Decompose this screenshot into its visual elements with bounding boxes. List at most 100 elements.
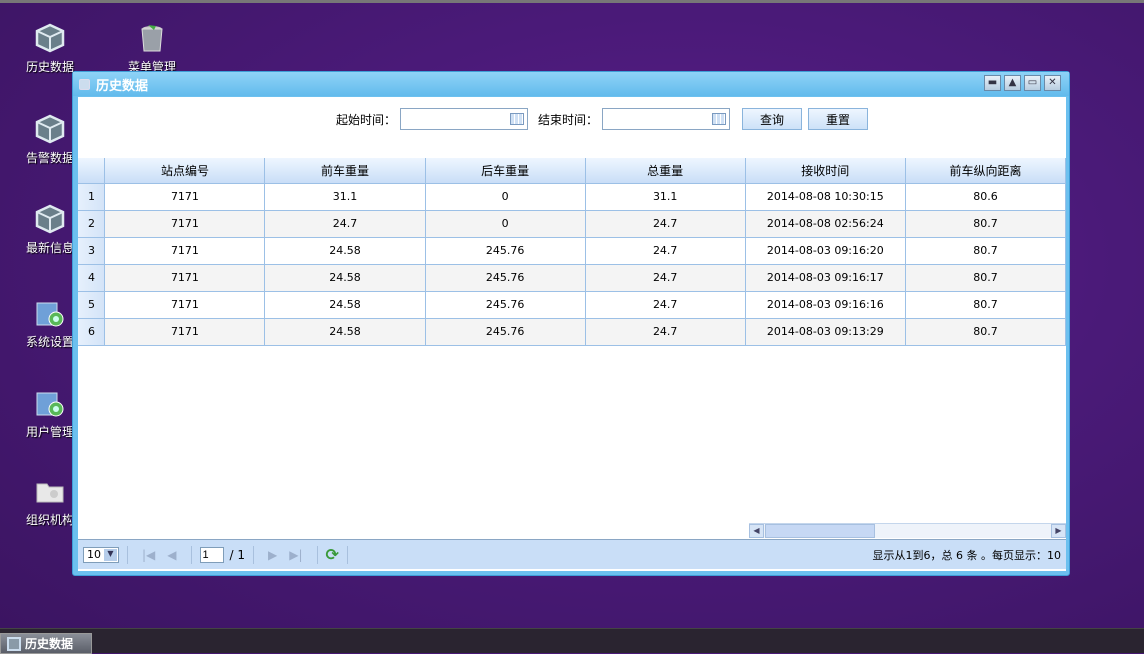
collapse-button[interactable]: ▲ bbox=[1004, 75, 1021, 91]
first-page-icon[interactable]: |◀ bbox=[142, 547, 156, 562]
scrollbar-thumb[interactable] bbox=[765, 524, 875, 538]
table-cell: 2014-08-03 09:13:29 bbox=[745, 318, 906, 346]
desktop-icon[interactable]: 告警数据 bbox=[10, 113, 90, 166]
table-cell: 24.7 bbox=[264, 210, 426, 238]
table-cell: 245.76 bbox=[425, 264, 586, 292]
horizontal-scrollbar[interactable]: ◀ ▶ bbox=[749, 523, 1066, 538]
scroll-right-arrow-icon[interactable]: ▶ bbox=[1051, 524, 1066, 538]
page-size-value: 10 bbox=[87, 548, 101, 561]
end-time-label: 结束时间： bbox=[538, 112, 599, 127]
table-cell: 2014-08-03 09:16:20 bbox=[745, 237, 906, 265]
table-cell: 24.58 bbox=[264, 264, 426, 292]
row-number: 2 bbox=[78, 210, 106, 238]
cube-icon bbox=[10, 22, 90, 54]
table-row[interactable]: 2 7171 24.7 0 24.7 2014-08-08 02:56:24 80.7 bbox=[78, 210, 1066, 238]
end-time-input[interactable] bbox=[602, 108, 731, 130]
desktop-icon[interactable]: 系统设置 bbox=[10, 297, 90, 350]
prev-page-icon[interactable]: ◀ bbox=[167, 547, 177, 562]
column-header[interactable]: 总重量 bbox=[585, 158, 746, 184]
cube-icon bbox=[10, 113, 90, 145]
refresh-icon[interactable]: ⟳ bbox=[325, 545, 339, 564]
table-cell: 2014-08-08 02:56:24 bbox=[745, 210, 906, 238]
row-number: 6 bbox=[78, 318, 106, 346]
table-cell: 80.7 bbox=[905, 210, 1066, 238]
table-cell: 31.1 bbox=[264, 183, 426, 211]
separator bbox=[253, 545, 255, 564]
calendar-icon[interactable] bbox=[510, 113, 524, 125]
table-cell: 7171 bbox=[104, 237, 266, 265]
desktop-icon-label: 组织机构 bbox=[25, 513, 74, 527]
desktop-icon[interactable]: 菜单管理 bbox=[112, 22, 192, 75]
table-cell: 80.7 bbox=[905, 291, 1066, 319]
desktop-icon-label: 最新信息 bbox=[25, 241, 74, 255]
table-cell: 7171 bbox=[104, 183, 266, 211]
table-cell: 0 bbox=[425, 210, 586, 238]
table-cell: 245.76 bbox=[425, 318, 586, 346]
chevron-down-icon[interactable]: ▼ bbox=[104, 548, 117, 561]
desktop-icon-label: 菜单管理 bbox=[127, 60, 176, 74]
table-cell: 2014-08-03 09:16:17 bbox=[745, 264, 906, 292]
column-header[interactable]: 接收时间 bbox=[745, 158, 906, 184]
pagination-info: 显示从1到6，总 6 条 。每页显示：10 bbox=[872, 548, 1061, 562]
table-row[interactable]: 3 7171 24.58 245.76 24.7 2014-08-03 09:16:20 8… bbox=[78, 237, 1066, 265]
window-body: 起始时间： 结束时间： 查询 重置 站点编号 前车重量 后车重量 总重量 接收时间 前车纵… bbox=[78, 97, 1066, 571]
trash-bin-icon bbox=[112, 22, 192, 54]
separator bbox=[316, 545, 318, 564]
table-cell: 24.58 bbox=[264, 237, 426, 265]
query-button[interactable]: 查询 bbox=[742, 108, 803, 130]
table-row[interactable]: 5 7171 24.58 245.76 24.7 2014-08-03 09:16:16 8… bbox=[78, 291, 1066, 319]
last-page-icon[interactable]: ▶| bbox=[289, 547, 303, 562]
desktop-icon-label: 系统设置 bbox=[25, 335, 74, 349]
table-cell: 245.76 bbox=[425, 291, 586, 319]
separator bbox=[127, 545, 128, 564]
close-button[interactable]: ✕ bbox=[1044, 75, 1061, 91]
table-cell: 80.6 bbox=[905, 183, 1066, 211]
table-cell: 80.7 bbox=[905, 264, 1066, 292]
table-cell: 24.7 bbox=[585, 318, 746, 346]
table-cell: 24.7 bbox=[585, 264, 746, 292]
column-header[interactable]: 前车纵向距离 bbox=[905, 158, 1066, 184]
start-time-input[interactable] bbox=[400, 108, 528, 130]
desktop-icon[interactable]: 用户管理 bbox=[10, 387, 90, 440]
taskbar: 历史数据 bbox=[0, 628, 1144, 654]
minimize-button[interactable]: ▬ bbox=[984, 75, 1001, 91]
start-time-label: 起始时间： bbox=[335, 112, 396, 127]
table-cell: 24.7 bbox=[585, 237, 746, 265]
table-cell: 0 bbox=[425, 183, 586, 211]
table-cell: 2014-08-08 10:30:15 bbox=[745, 183, 906, 211]
desktop-icon[interactable]: 最新信息 bbox=[10, 203, 90, 256]
total-pages: / 1 bbox=[229, 547, 246, 562]
screen-top-edge bbox=[0, 0, 1144, 3]
row-number: 3 bbox=[78, 237, 106, 265]
table-cell: 245.76 bbox=[425, 237, 586, 265]
maximize-button[interactable]: ▭ bbox=[1024, 75, 1041, 91]
taskbar-item-label: 历史数据 bbox=[25, 637, 74, 651]
separator bbox=[346, 545, 348, 564]
page-number-input[interactable] bbox=[199, 546, 224, 563]
desktop-icon[interactable]: 组织机构 bbox=[10, 475, 90, 528]
reset-button[interactable]: 重置 bbox=[808, 108, 869, 130]
folder-icon bbox=[10, 475, 90, 507]
page-size-select[interactable]: 10 ▼ bbox=[83, 546, 119, 563]
window-titlebar[interactable]: 历史数据 bbox=[73, 72, 1069, 96]
table-row[interactable]: 4 7171 24.58 245.76 24.7 2014-08-03 09:16:17 8… bbox=[78, 264, 1066, 292]
folder-settings-icon bbox=[10, 297, 90, 329]
column-header[interactable]: 后车重量 bbox=[425, 158, 586, 184]
table-row[interactable]: 6 7171 24.58 245.76 24.7 2014-08-03 09:13:29 8… bbox=[78, 318, 1066, 346]
scroll-left-arrow-icon[interactable]: ◀ bbox=[749, 524, 764, 538]
table-cell: 24.58 bbox=[264, 291, 426, 319]
folder-settings-icon bbox=[10, 387, 90, 419]
taskbar-item-history-data[interactable]: 历史数据 bbox=[0, 633, 92, 654]
cube-icon bbox=[10, 203, 90, 235]
table-cell: 24.7 bbox=[585, 291, 746, 319]
table-row[interactable]: 1 7171 31.1 0 31.1 2014-08-08 10:30:15 80.6 bbox=[78, 183, 1066, 211]
data-grid: 站点编号 前车重量 后车重量 总重量 接收时间 前车纵向距离 1 7171 31.1 0 31.1… bbox=[78, 158, 1066, 346]
table-cell: 24.58 bbox=[264, 318, 426, 346]
column-header[interactable]: 站点编号 bbox=[104, 158, 266, 184]
calendar-icon[interactable] bbox=[712, 113, 727, 125]
table-cell: 31.1 bbox=[585, 183, 746, 211]
separator bbox=[190, 545, 192, 564]
next-page-icon[interactable]: ▶ bbox=[268, 547, 278, 562]
column-header[interactable]: 前车重量 bbox=[264, 158, 426, 184]
desktop-icon[interactable]: 历史数据 bbox=[10, 22, 90, 75]
